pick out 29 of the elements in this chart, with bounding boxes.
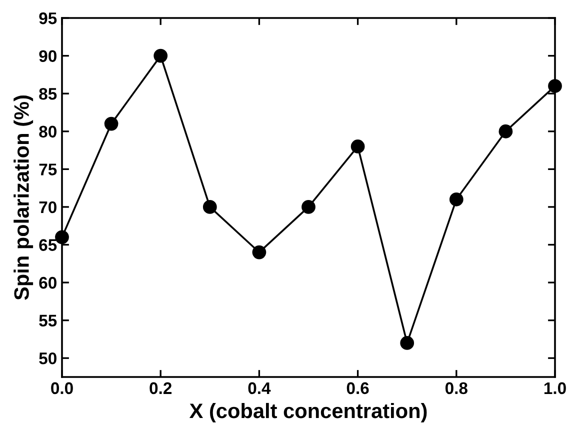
y-tick-label: 55	[39, 314, 57, 327]
x-tick-label: 0.4	[248, 382, 271, 394]
x-axis-title: X (cobalt concentration)	[189, 402, 427, 422]
x-tick-label: 0.0	[51, 382, 73, 394]
point	[55, 230, 69, 244]
x-tick-label: 0.2	[150, 382, 172, 394]
y-tick-label: 95	[39, 12, 57, 24]
point	[498, 124, 513, 138]
x-tick-label: 1.0	[544, 382, 566, 394]
y-tick-label: 75	[39, 164, 57, 176]
y-tick-label: 60	[39, 276, 56, 289]
point	[449, 192, 464, 206]
y-tick-label: 80	[39, 126, 56, 138]
y-axis-title: Spin polarization (%)	[14, 96, 34, 300]
point	[104, 116, 118, 131]
point	[350, 140, 365, 154]
point	[400, 336, 414, 350]
x-tick-label: 0.6	[346, 382, 369, 394]
y-tick-label: 50	[39, 352, 56, 364]
point	[154, 48, 168, 63]
x-tick-label: 0.8	[445, 382, 468, 394]
y-tick-label: 90	[39, 50, 56, 62]
y-tick-label: 70	[39, 201, 56, 214]
point	[202, 200, 217, 214]
y-tick-label: 85	[39, 88, 57, 100]
y-tick-label: 65	[39, 239, 57, 251]
point	[302, 200, 316, 214]
point	[548, 79, 562, 93]
point	[252, 245, 266, 260]
